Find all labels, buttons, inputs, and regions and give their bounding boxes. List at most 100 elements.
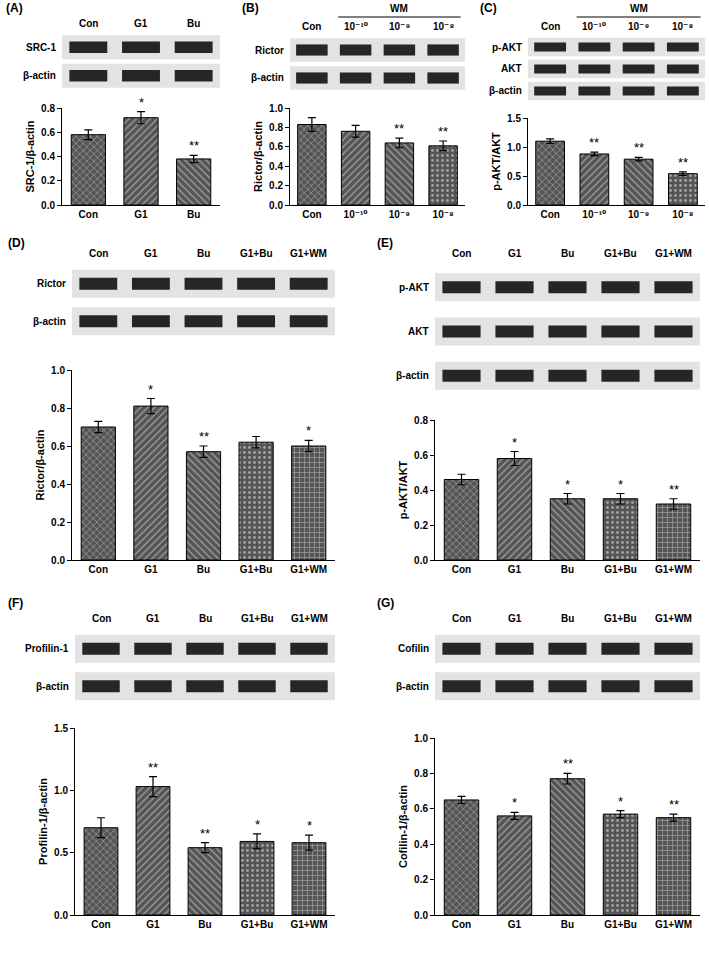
svg-text:0.2: 0.2 (414, 874, 428, 885)
svg-text:β-actin: β-actin (396, 370, 429, 381)
svg-text:(A): (A) (6, 1, 23, 15)
svg-text:*: * (565, 477, 570, 492)
svg-text:G1+WM: G1+WM (291, 919, 328, 930)
svg-text:Con: Con (302, 209, 321, 220)
svg-text:0.6: 0.6 (51, 441, 65, 452)
svg-text:G1+WM: G1+WM (290, 564, 327, 575)
svg-text:0.0: 0.0 (414, 910, 428, 921)
svg-text:0.4: 0.4 (41, 151, 55, 162)
svg-text:β-actin: β-actin (396, 681, 429, 692)
svg-text:p-AKT: p-AKT (492, 42, 522, 53)
svg-text:*: * (618, 477, 623, 492)
svg-text:Bu: Bu (198, 919, 211, 930)
svg-text:Rictor: Rictor (255, 45, 284, 56)
svg-text:G1: G1 (144, 248, 158, 259)
svg-text:G1: G1 (508, 613, 522, 624)
svg-text:*: * (139, 95, 144, 110)
svg-text:**: ** (189, 138, 199, 153)
svg-text:Con: Con (452, 564, 471, 575)
svg-text:G1+Bu: G1+Bu (240, 248, 273, 259)
svg-text:Profilin-1: Profilin-1 (25, 643, 69, 654)
svg-text:Con: Con (91, 919, 110, 930)
svg-text:**: ** (634, 140, 644, 155)
svg-text:G1+WM: G1+WM (655, 613, 692, 624)
svg-text:0.2: 0.2 (51, 517, 65, 528)
svg-text:0.2: 0.2 (41, 175, 55, 186)
svg-text:*: * (306, 423, 311, 438)
svg-text:AKT: AKT (501, 63, 522, 74)
svg-text:0.8: 0.8 (414, 415, 428, 426)
svg-text:WM: WM (390, 3, 408, 14)
svg-text:G1+Bu: G1+Bu (604, 248, 637, 259)
svg-text:0.0: 0.0 (269, 200, 283, 211)
svg-text:G1+Bu: G1+Bu (241, 613, 274, 624)
svg-text:G1: G1 (134, 209, 148, 220)
svg-text:Con: Con (79, 209, 98, 220)
svg-text:0.6: 0.6 (41, 127, 55, 138)
svg-text:G1: G1 (508, 564, 522, 575)
svg-text:G1: G1 (144, 564, 158, 575)
svg-text:*: * (512, 795, 517, 810)
svg-text:0.5: 0.5 (54, 847, 68, 858)
svg-text:AKT: AKT (408, 326, 429, 337)
svg-text:10⁻⁸: 10⁻⁸ (433, 21, 454, 32)
svg-text:0.0: 0.0 (51, 555, 65, 566)
svg-text:Bu: Bu (561, 564, 574, 575)
svg-text:0.8: 0.8 (414, 768, 428, 779)
svg-text:Bu: Bu (187, 209, 200, 220)
svg-text:G1+Bu: G1+Bu (604, 919, 637, 930)
svg-text:G1+Bu: G1+Bu (240, 564, 273, 575)
svg-text:Con: Con (302, 21, 321, 32)
svg-text:0.4: 0.4 (51, 479, 65, 490)
svg-text:Profilin-1/β-actin: Profilin-1/β-actin (37, 778, 49, 865)
svg-text:(B): (B) (242, 1, 259, 15)
svg-text:Con: Con (452, 613, 471, 624)
svg-text:10⁻⁹: 10⁻⁹ (628, 21, 649, 32)
svg-text:Con: Con (89, 248, 108, 259)
svg-text:*: * (255, 817, 260, 832)
svg-text:G1+WM: G1+WM (291, 613, 328, 624)
svg-text:Con: Con (452, 248, 471, 259)
svg-text:0.0: 0.0 (41, 200, 55, 211)
svg-text:0.2: 0.2 (414, 520, 428, 531)
svg-text:10⁻¹⁰: 10⁻¹⁰ (582, 209, 606, 220)
svg-text:WM: WM (630, 3, 648, 14)
svg-text:10⁻⁸: 10⁻⁸ (672, 21, 693, 32)
svg-text:G1+Bu: G1+Bu (241, 919, 274, 930)
svg-text:10⁻⁸: 10⁻⁸ (433, 209, 454, 220)
svg-text:(C): (C) (480, 1, 497, 15)
svg-text:G1+WM: G1+WM (655, 564, 692, 575)
svg-text:Con: Con (541, 21, 560, 32)
svg-text:1.0: 1.0 (51, 365, 65, 376)
svg-text:0.5: 0.5 (507, 171, 521, 182)
svg-text:G1: G1 (508, 919, 522, 930)
svg-text:p-AKT: p-AKT (399, 282, 429, 293)
svg-text:**: ** (669, 482, 679, 497)
svg-text:1.0: 1.0 (54, 785, 68, 796)
svg-text:Con: Con (89, 564, 108, 575)
svg-text:**: ** (148, 760, 158, 775)
svg-text:(E): (E) (377, 236, 393, 250)
svg-text:(D): (D) (8, 236, 25, 250)
svg-text:10⁻¹⁰: 10⁻¹⁰ (344, 209, 368, 220)
svg-text:0.0: 0.0 (507, 200, 521, 211)
svg-text:β-actin: β-actin (489, 85, 522, 96)
svg-text:*: * (307, 818, 312, 833)
svg-text:Con: Con (79, 18, 98, 29)
svg-text:Rictor/β-actin: Rictor/β-actin (34, 429, 46, 500)
svg-text:0.2: 0.2 (269, 180, 283, 191)
svg-text:G1+WM: G1+WM (655, 248, 692, 259)
svg-text:β-actin: β-actin (36, 681, 69, 692)
svg-text:G1: G1 (146, 919, 160, 930)
svg-text:10⁻⁹: 10⁻⁹ (389, 21, 410, 32)
svg-text:Cofilin-1/β-actin: Cofilin-1/β-actin (397, 785, 409, 868)
svg-text:**: ** (438, 124, 448, 139)
svg-text:10⁻¹⁰: 10⁻¹⁰ (344, 21, 368, 32)
svg-text:p-AKT/AKT: p-AKT/AKT (397, 460, 409, 519)
svg-text:Bu: Bu (561, 919, 574, 930)
svg-text:Bu: Bu (561, 613, 574, 624)
svg-text:Con: Con (92, 613, 111, 624)
svg-text:*: * (618, 794, 623, 809)
svg-text:G1+WM: G1+WM (290, 248, 327, 259)
svg-text:G1: G1 (134, 18, 148, 29)
